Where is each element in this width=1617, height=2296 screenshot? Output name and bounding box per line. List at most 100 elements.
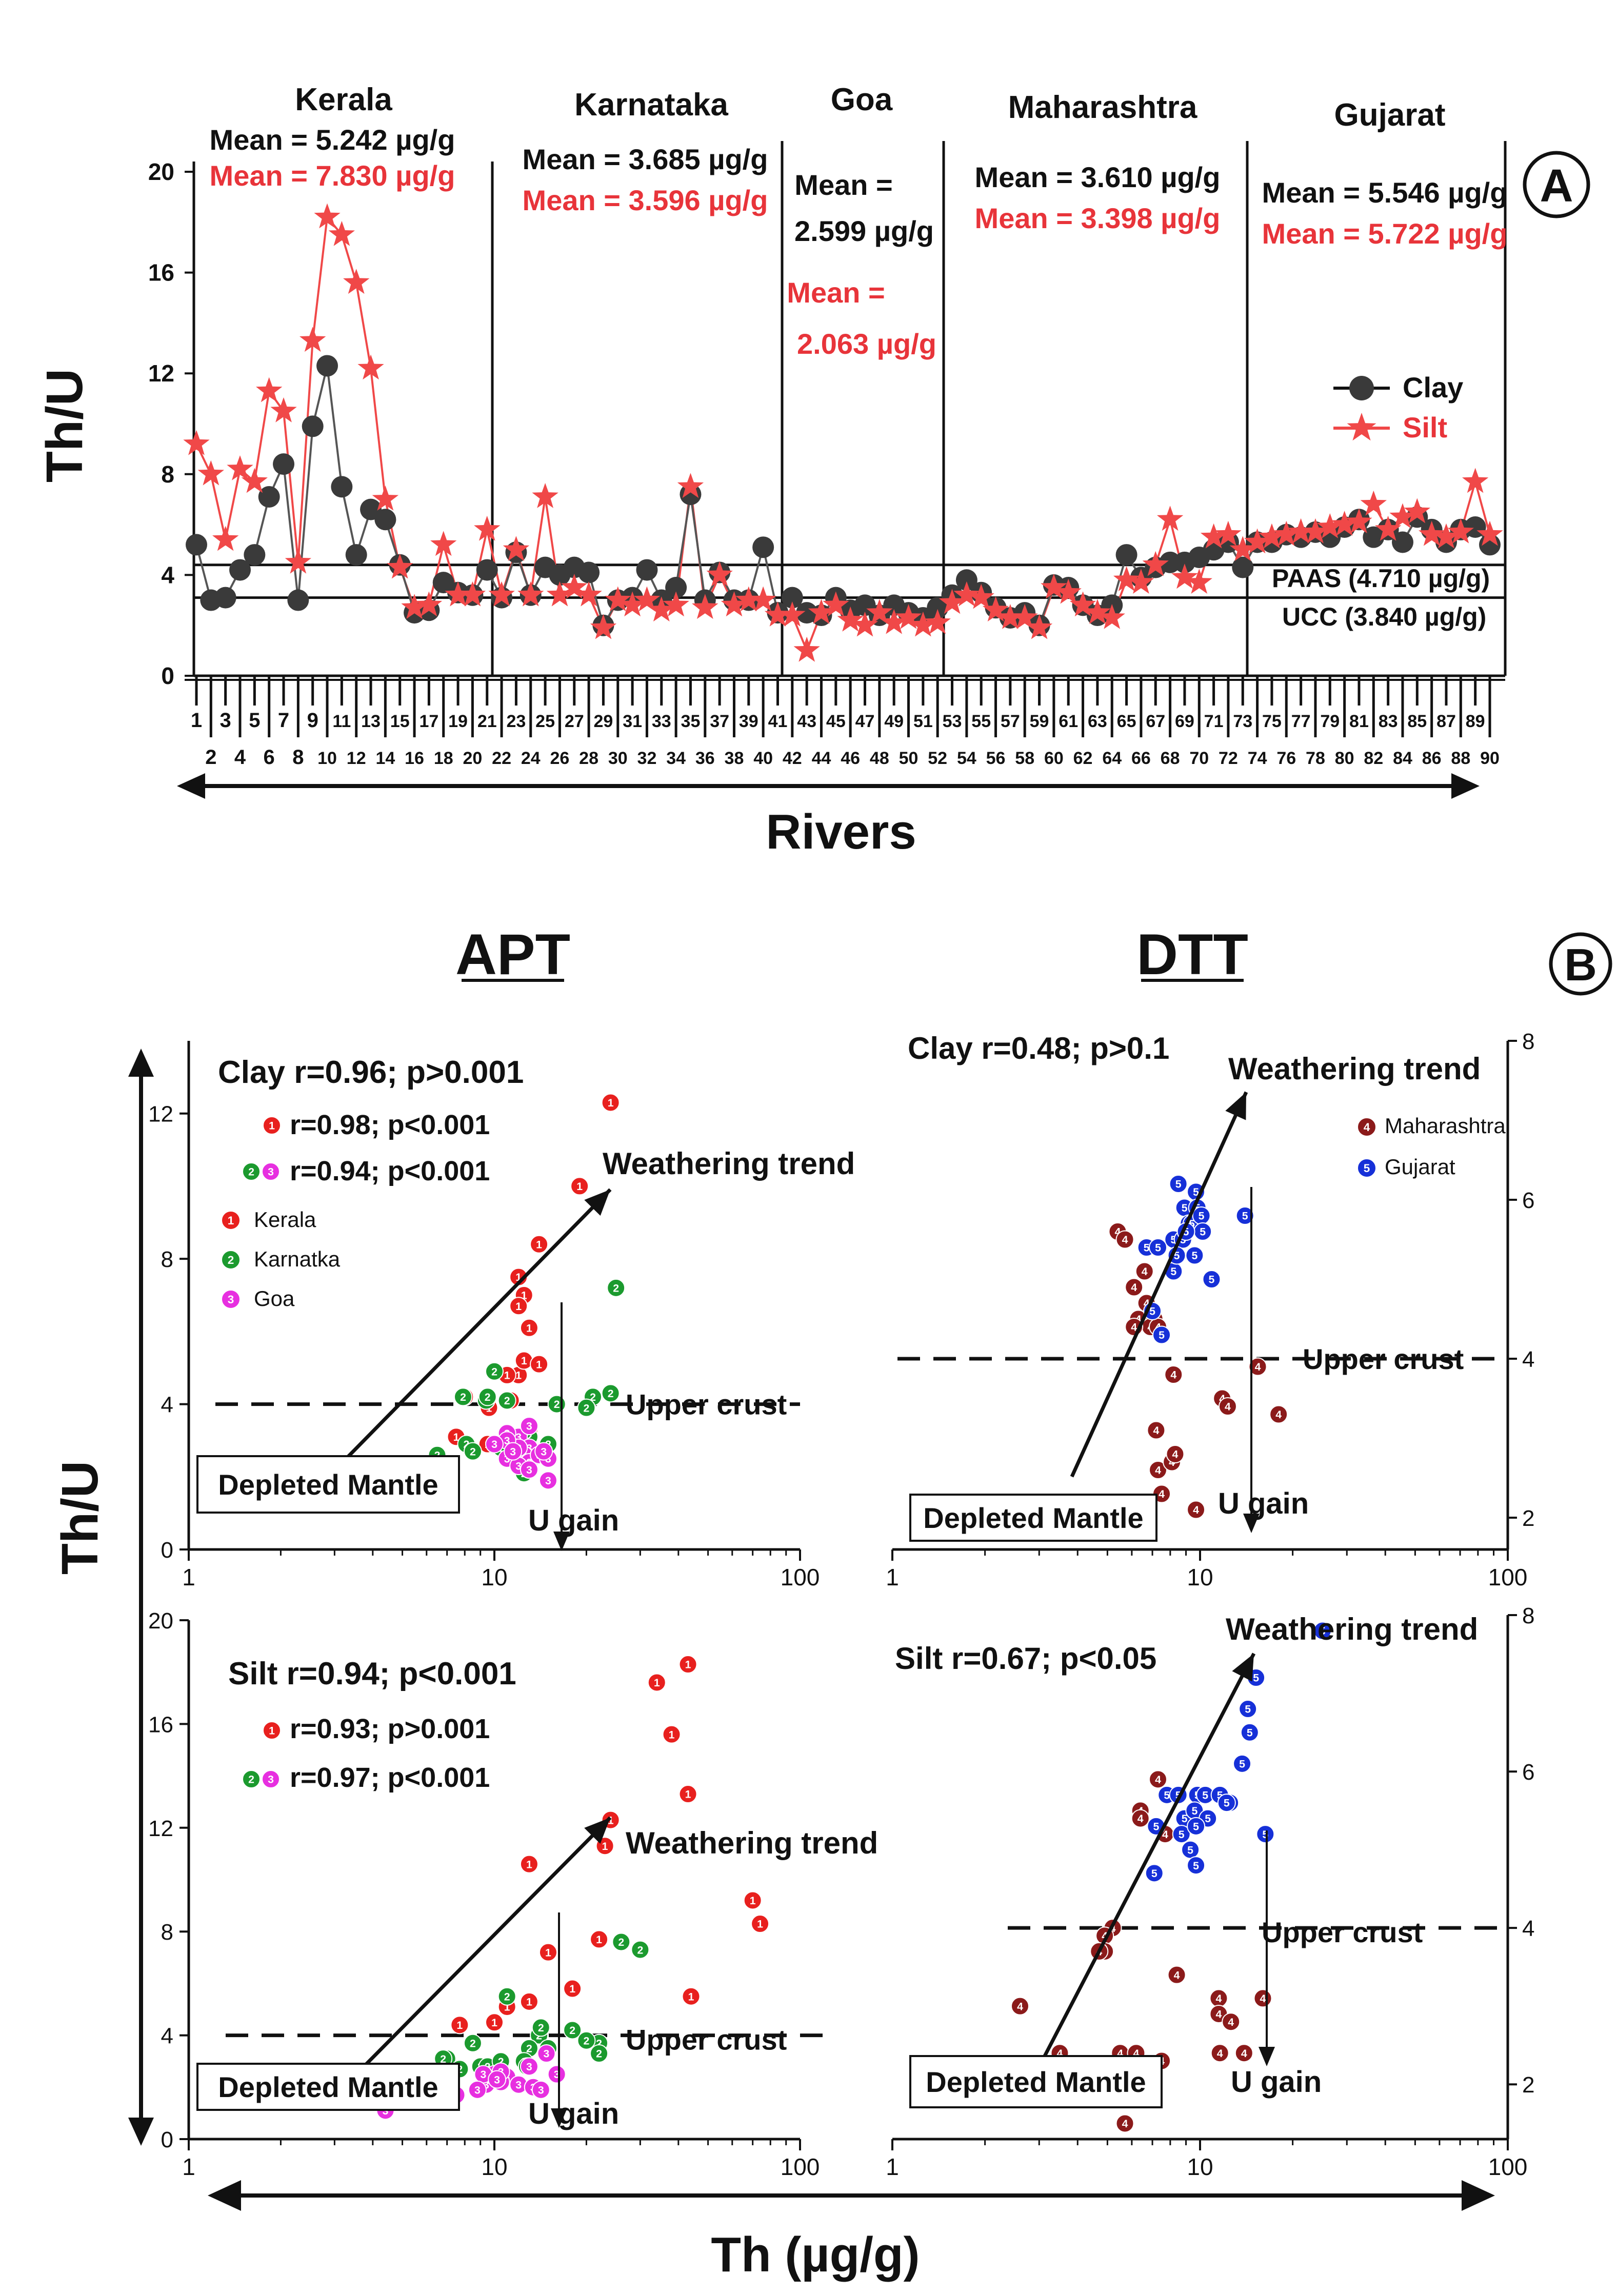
scatter-point-number: 1 — [685, 1788, 691, 1801]
scatter-point-number: 5 — [1191, 1250, 1197, 1262]
scatter-point-number: 5 — [1247, 1726, 1253, 1739]
silt-point — [1419, 520, 1445, 546]
scatter-point-number: 1 — [688, 1990, 694, 2003]
clay-point — [374, 509, 396, 531]
upper-crust-label: Upper crust — [626, 1388, 787, 1421]
panel-a-badge — [1523, 151, 1590, 218]
u-gain-label: U gain — [528, 2097, 619, 2130]
scatter-point-number: 5 — [1159, 1329, 1165, 1341]
scatter-point-number: 3 — [545, 1475, 551, 1487]
panel-a-xtick-label: 3 — [220, 709, 231, 732]
silt-point — [1011, 604, 1038, 629]
silt-point — [851, 611, 879, 637]
silt-point — [939, 589, 966, 614]
silt-point — [1200, 523, 1227, 549]
silt-point — [270, 397, 297, 422]
panel-a-xtick-label: 75 — [1262, 712, 1282, 731]
region-gujarat-name: Gujarat — [1334, 97, 1445, 133]
scatter-point-number: 1 — [504, 1369, 510, 1382]
panel-a-xtick-label: 57 — [1001, 712, 1020, 731]
clay-point — [1391, 531, 1413, 553]
panel-a-xtick-label: 65 — [1117, 712, 1136, 731]
region-goa-mean-silt-2: 2.063 µg/g — [797, 328, 936, 360]
scatter-point-number: 1 — [569, 1983, 575, 1995]
scatter-point-number: 5 — [1191, 1805, 1197, 1817]
panel-a-xtick-label: 87 — [1436, 712, 1456, 731]
scatter-point — [1256, 1825, 1275, 1844]
silt-point — [1055, 578, 1082, 604]
panel-a-xtick-label: 19 — [448, 712, 468, 731]
scatter-point — [1234, 2044, 1253, 2063]
silt-point — [721, 591, 748, 617]
silt-point — [387, 553, 413, 579]
depleted-mantle-box — [196, 1455, 460, 1514]
scatter-point — [478, 1387, 497, 1406]
panel-a-xtick-label: 60 — [1044, 749, 1064, 768]
scatter-point-number: 4 — [1170, 1369, 1176, 1381]
panel-a-xtick-label: 52 — [928, 749, 947, 768]
legend-clay-label: Clay — [1403, 371, 1463, 404]
silt-point — [1142, 551, 1169, 576]
region-gujarat-mean-clay: Mean = 5.546 µg/g — [1262, 176, 1508, 209]
silt-point — [1287, 518, 1314, 543]
scatter-point — [263, 1116, 281, 1135]
scatter-ytick-label: 12 — [148, 1102, 173, 1127]
clay-point — [186, 534, 207, 556]
apt-clay-sub1: r=0.98; p<0.001 — [290, 1110, 490, 1140]
region-goa-mean-clay-2: 2.599 µg/g — [794, 215, 934, 247]
scatter-point — [678, 1655, 697, 1674]
silt-point — [793, 636, 820, 662]
scatter-point-number: 4 — [1155, 1774, 1161, 1786]
scatter-ytick-label: 6 — [1522, 1760, 1534, 1785]
scatter-point-number: 1 — [536, 1358, 542, 1371]
scatter-point-number: 5 — [1209, 1274, 1215, 1286]
weathering-trend-label: Weathering trend — [603, 1146, 855, 1181]
scatter-point — [485, 1435, 504, 1454]
scatter-point — [563, 1979, 582, 1998]
clay-point — [752, 536, 774, 558]
panel-a-xtick-label: 24 — [521, 749, 541, 768]
panel-a-xtick-label: 71 — [1204, 712, 1224, 731]
clay-point — [316, 355, 338, 377]
scatter-point-number: 2 — [504, 1990, 510, 2003]
scatter-point-number: 1 — [228, 1214, 234, 1227]
scatter-point-number: 4 — [1217, 2047, 1223, 2060]
scatter-point — [1148, 1461, 1167, 1479]
panel-a-xtick-label: 44 — [812, 749, 831, 768]
scatter-point-number: 3 — [544, 2048, 550, 2060]
scatter-point-number: 1 — [491, 2017, 497, 2029]
panel-a-xtick-label: 21 — [477, 712, 497, 731]
scatter-point — [463, 1442, 482, 1461]
scatter-ytick-label: 4 — [1522, 1347, 1534, 1372]
scatter-point — [1147, 1421, 1166, 1440]
legend-gujarat-label: Gujarat — [1385, 1155, 1455, 1179]
scatter-point — [497, 1987, 516, 2006]
region-kerala-name: Kerala — [295, 82, 392, 117]
scatter-point-number: 3 — [228, 1293, 234, 1306]
scatter-xtick-label: 100 — [1488, 2153, 1528, 2180]
scatter-point-number: 3 — [541, 1445, 547, 1458]
silt-point — [1215, 520, 1242, 546]
silt-point — [314, 203, 341, 229]
panel-a-xtick-label: 77 — [1291, 712, 1311, 731]
scatter-point-number: 5 — [1364, 1162, 1370, 1175]
scatter-point-number: 5 — [1242, 1210, 1248, 1222]
scatter-ytick-label: 8 — [1522, 1029, 1534, 1054]
depleted-mantle-label: Depleted Mantle — [218, 2071, 438, 2103]
silt-point — [881, 609, 907, 634]
scatter-point — [577, 2031, 596, 2050]
scatter-point-number: 1 — [526, 1322, 532, 1334]
scatter-point — [1166, 1445, 1185, 1463]
panel-a-xtick-label: 17 — [419, 712, 438, 731]
depleted-mantle-label: Depleted Mantle — [923, 1502, 1143, 1534]
silt-point — [997, 604, 1024, 629]
scatter-point — [520, 2057, 538, 2076]
depleted-mantle-label: Depleted Mantle — [926, 2066, 1146, 2098]
clay-point — [927, 597, 949, 619]
scatter-point-number: 5 — [1179, 1828, 1185, 1841]
scatter-point-number: 1 — [521, 1355, 527, 1367]
scatter-point — [590, 2044, 609, 2063]
clay-point — [1115, 544, 1137, 566]
scatter-xtick-label: 1 — [886, 2153, 899, 2180]
